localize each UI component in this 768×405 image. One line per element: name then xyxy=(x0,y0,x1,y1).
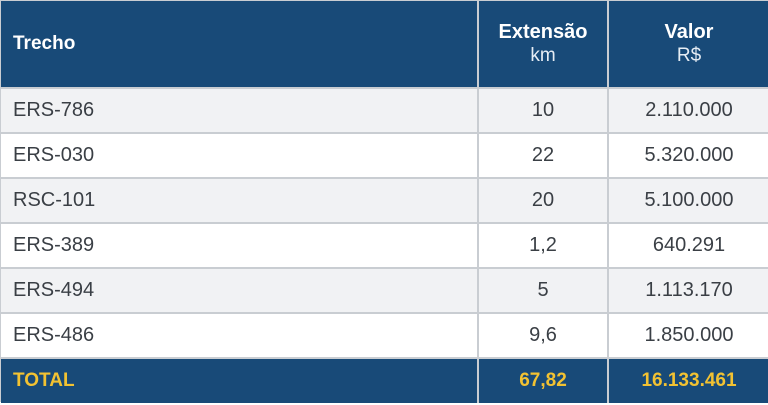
table-row-extensao: 9,6 xyxy=(479,314,609,359)
header-extensao: Extensão km xyxy=(479,1,609,89)
total-extensao: 67,82 xyxy=(479,359,609,403)
header-valor-unit: R$ xyxy=(676,45,702,66)
table-row-trecho: ERS-486 xyxy=(1,314,479,359)
total-valor: 16.133.461 xyxy=(609,359,768,403)
table-row-valor: 640.291 xyxy=(609,224,768,269)
table-row-extensao: 1,2 xyxy=(479,224,609,269)
table-row-trecho: ERS-030 xyxy=(1,134,479,179)
total-label: TOTAL xyxy=(1,359,479,403)
header-extensao-unit: km xyxy=(530,45,556,66)
table-row-extensao: 22 xyxy=(479,134,609,179)
table-row-trecho: ERS-786 xyxy=(1,89,479,134)
table-row-extensao: 10 xyxy=(479,89,609,134)
table-row-valor: 2.110.000 xyxy=(609,89,768,134)
table-row-valor: 5.100.000 xyxy=(609,179,768,224)
table-row-trecho: ERS-389 xyxy=(1,224,479,269)
header-valor: Valor R$ xyxy=(609,1,768,89)
table-row-trecho: ERS-494 xyxy=(1,269,479,314)
table-row-extensao: 20 xyxy=(479,179,609,224)
table-row-trecho: RSC-101 xyxy=(1,179,479,224)
table-row-valor: 1.113.170 xyxy=(609,269,768,314)
table-row-valor: 5.320.000 xyxy=(609,134,768,179)
table-row-extensao: 5 xyxy=(479,269,609,314)
table-row-valor: 1.850.000 xyxy=(609,314,768,359)
header-extensao-label: Extensão xyxy=(498,21,588,43)
header-trecho: Trecho xyxy=(1,1,479,89)
header-valor-label: Valor xyxy=(664,21,714,43)
